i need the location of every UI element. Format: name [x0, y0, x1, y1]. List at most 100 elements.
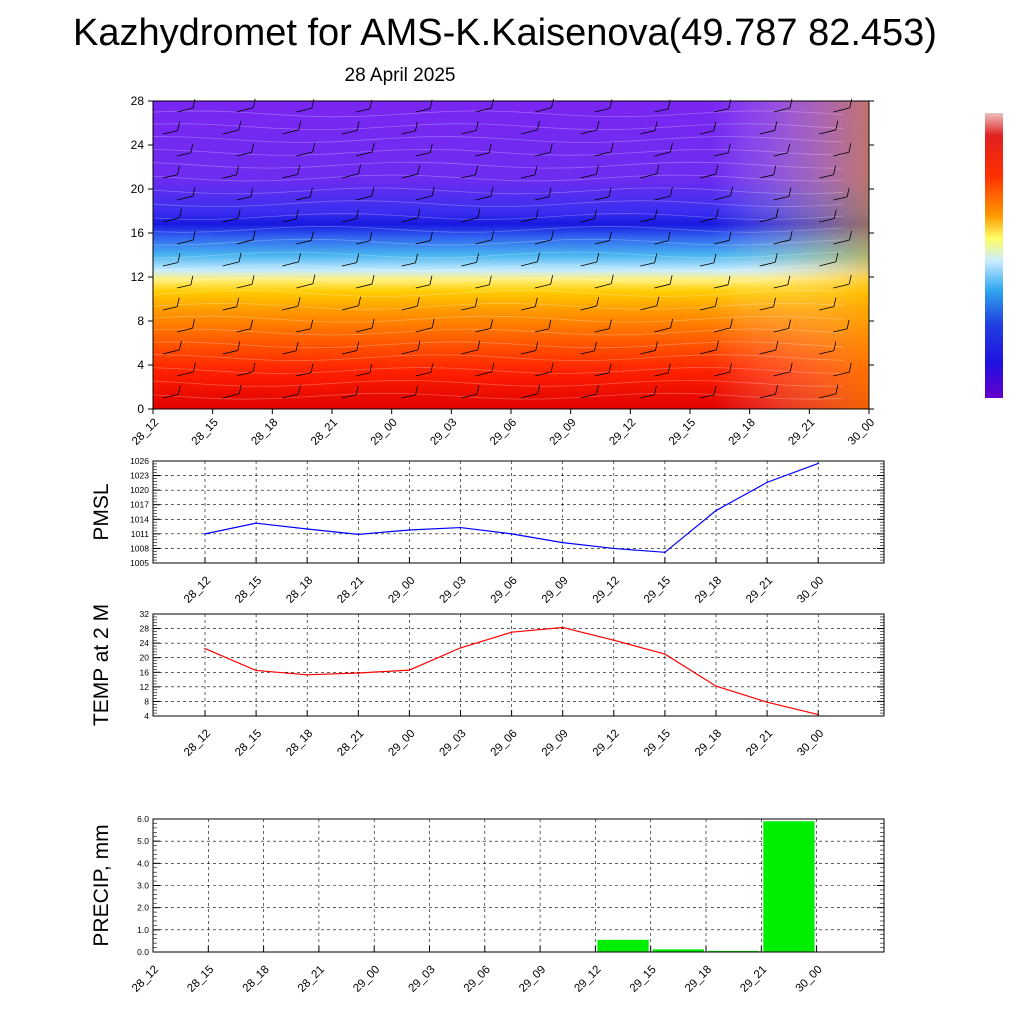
wind-barb-feather — [788, 187, 792, 197]
wind-barb-feather — [358, 164, 361, 174]
y-tick-label: 3.0 — [137, 881, 149, 891]
x-tick-label: 29_15 — [628, 964, 659, 995]
wind-barb-feather — [787, 143, 790, 153]
wind-barb — [773, 152, 788, 157]
wind-barb — [176, 195, 193, 201]
wind-barb-feather — [356, 209, 359, 219]
wind-barb-feather — [774, 253, 778, 263]
wind-barb-feather — [727, 143, 731, 153]
wind-barb-feather — [728, 231, 732, 241]
wind-barb-feather — [610, 274, 614, 284]
wind-barb — [759, 217, 777, 223]
wind-barb — [594, 108, 610, 113]
x-tick-label: 29_18 — [693, 575, 724, 606]
wind-barb — [341, 130, 358, 135]
contour-line — [152, 367, 844, 374]
wind-barb-feather — [192, 230, 196, 241]
wind-barb — [520, 174, 536, 179]
wind-barb-feather — [849, 230, 852, 241]
data-point — [613, 639, 615, 642]
wind-barb-feather — [670, 142, 673, 153]
wind-barb — [773, 284, 788, 289]
wind-barb — [222, 217, 239, 223]
wind-barb-feather — [179, 208, 182, 218]
wind-barb — [640, 218, 656, 223]
data-point — [664, 653, 666, 655]
wind-barb — [580, 173, 597, 179]
contour-line — [152, 174, 844, 182]
wind-barb — [341, 173, 359, 179]
wind-barb — [296, 283, 313, 289]
x-tick-label: 29_03 — [438, 728, 469, 759]
y-tick-label: 1005 — [130, 558, 149, 568]
wind-barb-feather — [716, 340, 719, 350]
wind-barb — [162, 174, 178, 179]
wind-barb-feather — [608, 363, 612, 373]
data-point — [255, 522, 257, 524]
wind-barb-feather — [789, 230, 793, 240]
wind-barb — [176, 327, 193, 333]
wind-barb — [819, 350, 834, 355]
y-tick-label: 8 — [137, 314, 144, 328]
wind-barb — [699, 130, 714, 135]
wind-barb — [819, 218, 835, 223]
wind-barb — [594, 372, 610, 377]
data-point — [561, 626, 564, 629]
wind-barb-feather — [833, 297, 837, 307]
wind-barb-feather — [595, 165, 599, 175]
wind-barb — [341, 350, 357, 355]
wind-barb — [162, 393, 179, 399]
wind-barb — [282, 393, 299, 399]
x-tick-label: 29_00 — [386, 728, 417, 759]
wind-barb-feather — [491, 362, 495, 372]
wind-barb — [594, 196, 610, 201]
y-tick-label: 1026 — [130, 456, 149, 466]
series-line — [204, 462, 819, 553]
data-point — [306, 674, 309, 676]
wind-barb-feather — [534, 297, 538, 307]
wind-barb — [296, 196, 311, 201]
wind-barb-feather — [609, 231, 612, 241]
wind-barb — [819, 174, 834, 179]
wind-barb-feather — [252, 362, 256, 372]
wind-barb — [833, 107, 850, 113]
wind-barb — [415, 152, 431, 157]
wind-barb-feather — [176, 297, 180, 307]
wind-barb-feather — [656, 164, 660, 174]
x-tick-label: 28_15 — [233, 728, 264, 759]
wind-barb-feather — [491, 230, 495, 240]
data-point — [817, 462, 819, 465]
y-tick-label: 1008 — [130, 543, 149, 553]
wind-barb-feather — [846, 187, 850, 197]
wind-barb — [759, 393, 776, 399]
wind-barb-feather — [250, 319, 253, 329]
wind-barb — [461, 306, 476, 311]
data-point — [357, 533, 360, 536]
wind-barb — [341, 262, 357, 267]
x-tick-label: 29_12 — [607, 417, 638, 448]
wind-barb — [819, 393, 836, 399]
precipitation-chart: 0.0 1.0 2.0 3.0 4.0 5.0 6.0 28_12 28_15 28_18 28_2… — [90, 814, 885, 995]
wind-barb-feather — [310, 319, 314, 329]
data-point — [766, 481, 768, 484]
wind-barb-feather — [417, 164, 421, 175]
contour-line — [152, 315, 844, 323]
wind-barb — [833, 328, 848, 333]
wind-barb — [475, 107, 492, 113]
wind-barb-feather — [371, 187, 375, 197]
wind-barb-feather — [476, 385, 480, 395]
data-point — [459, 647, 462, 649]
x-tick-label: 29_09 — [540, 575, 571, 606]
wind-barb — [713, 195, 731, 201]
wind-barb — [819, 306, 834, 311]
x-tick-label: 29_21 — [738, 964, 769, 995]
wind-barb-feather — [549, 143, 553, 153]
wind-barb-feather — [179, 340, 182, 350]
temperature-heatmap: 0 4 8 12 16 20 24 28 28_12 28_15 28_18 28_21 29_00 29… — [130, 94, 877, 448]
wind-barb — [654, 151, 671, 157]
wind-barb — [520, 218, 537, 223]
data-point — [715, 509, 717, 512]
wind-barb-feather — [775, 385, 778, 395]
wind-barb — [594, 151, 612, 157]
wind-barb — [296, 240, 312, 245]
